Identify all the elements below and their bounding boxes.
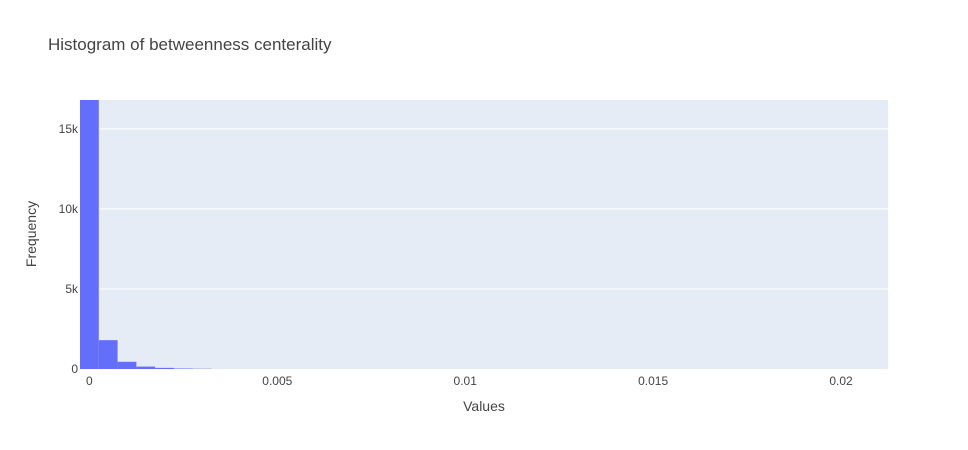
histogram-bar <box>80 100 99 369</box>
histogram-bar <box>117 361 137 369</box>
grid-lines <box>80 128 888 290</box>
x-axis-label: Values <box>463 398 505 414</box>
plot-area <box>80 100 888 369</box>
y-tick-label: 10k <box>59 202 79 216</box>
histogram-bar <box>98 340 118 369</box>
y-tick-label: 15k <box>59 122 79 136</box>
y-axis-label: Frequency <box>23 201 39 267</box>
chart-title: Histogram of betweenness centerality <box>48 35 332 54</box>
bars <box>80 100 212 369</box>
histogram-bar <box>136 366 156 369</box>
x-axis-ticks: 0 0.005 0.01 0.015 0.02 <box>86 374 853 388</box>
histogram-bar <box>155 367 174 369</box>
x-tick-label: 0.01 <box>454 374 478 388</box>
y-axis-ticks: 0 5k 10k 15k <box>59 122 79 376</box>
x-tick-label: 0.02 <box>829 374 853 388</box>
x-tick-label: 0 <box>86 374 93 388</box>
x-tick-label: 0.005 <box>262 374 292 388</box>
y-tick-label: 0 <box>71 362 78 376</box>
x-tick-label: 0.015 <box>638 374 668 388</box>
y-tick-label: 5k <box>65 282 79 296</box>
